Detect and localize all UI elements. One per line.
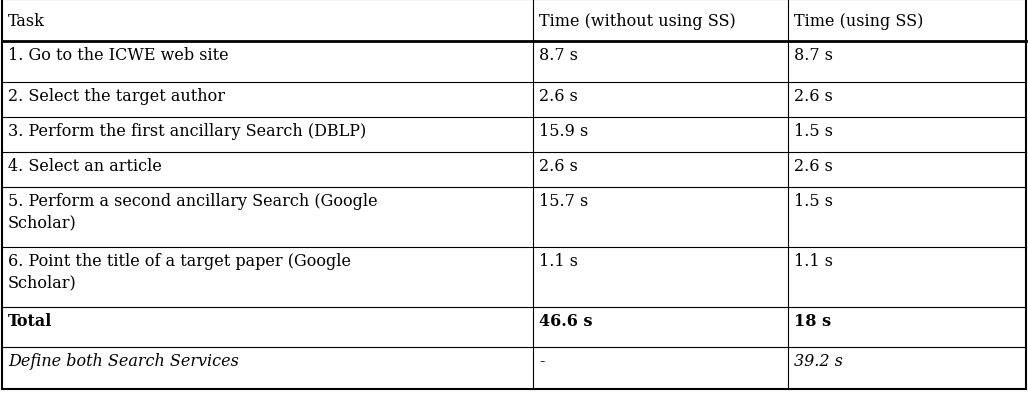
- Text: 2. Select the target author: 2. Select the target author: [8, 88, 225, 105]
- Text: 1.1 s: 1.1 s: [539, 252, 578, 270]
- Text: 15.9 s: 15.9 s: [539, 123, 588, 139]
- Text: 8.7 s: 8.7 s: [794, 47, 833, 64]
- Text: Time (without using SS): Time (without using SS): [539, 12, 736, 29]
- Text: 1. Go to the ICWE web site: 1. Go to the ICWE web site: [8, 47, 228, 64]
- Text: 5. Perform a second ancillary Search (Google
Scholar): 5. Perform a second ancillary Search (Go…: [8, 193, 377, 231]
- Text: Task: Task: [8, 12, 45, 29]
- Text: 2.6 s: 2.6 s: [794, 88, 833, 105]
- Text: 2.6 s: 2.6 s: [539, 88, 578, 105]
- Text: 8.7 s: 8.7 s: [539, 47, 578, 64]
- Text: 6. Point the title of a target paper (Google
Scholar): 6. Point the title of a target paper (Go…: [8, 252, 351, 291]
- Text: 39.2 s: 39.2 s: [794, 352, 843, 369]
- Text: 1.5 s: 1.5 s: [794, 193, 833, 209]
- Text: 46.6 s: 46.6 s: [539, 312, 592, 329]
- Text: -: -: [539, 352, 545, 369]
- Text: 2.6 s: 2.6 s: [539, 157, 578, 175]
- Text: Time (using SS): Time (using SS): [794, 12, 923, 29]
- Text: 15.7 s: 15.7 s: [539, 193, 588, 209]
- Text: 2.6 s: 2.6 s: [794, 157, 833, 175]
- Text: 1.1 s: 1.1 s: [794, 252, 833, 270]
- Text: 3. Perform the first ancillary Search (DBLP): 3. Perform the first ancillary Search (D…: [8, 123, 366, 139]
- Text: 18 s: 18 s: [794, 312, 831, 329]
- Text: Total: Total: [8, 312, 52, 329]
- Text: 4. Select an article: 4. Select an article: [8, 157, 161, 175]
- Text: Define both Search Services: Define both Search Services: [8, 352, 238, 369]
- Text: 1.5 s: 1.5 s: [794, 123, 833, 139]
